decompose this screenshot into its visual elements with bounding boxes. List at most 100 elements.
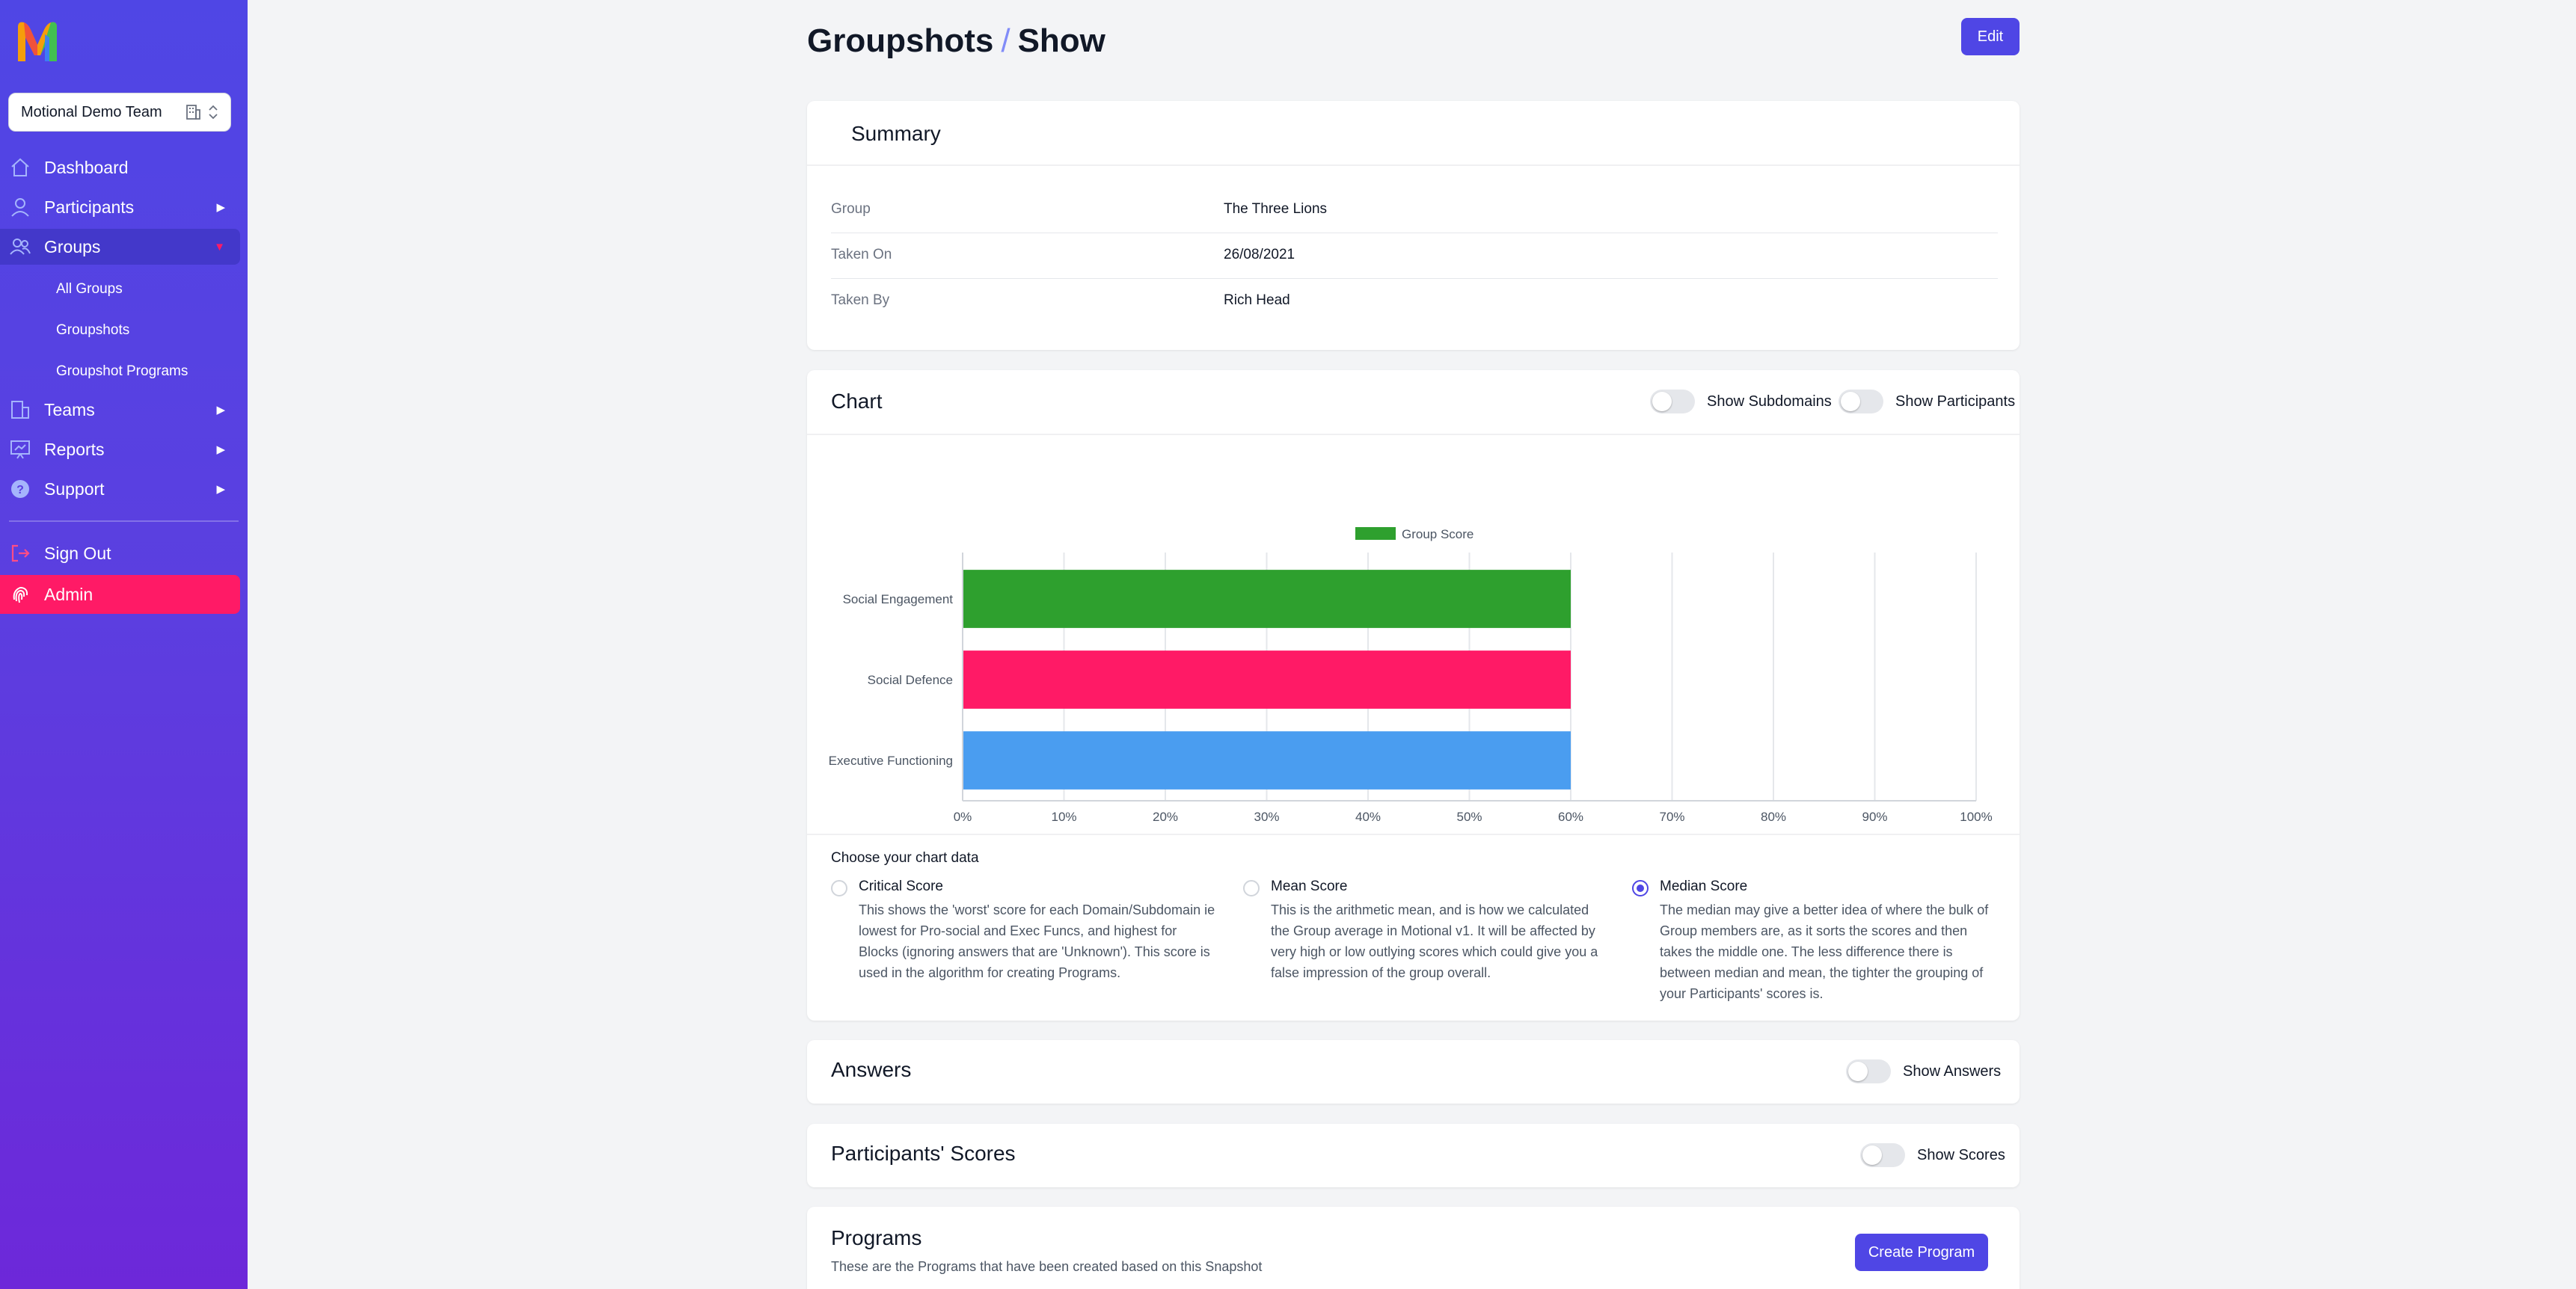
sidebar-item-groups[interactable]: Groups ▼ — [0, 229, 240, 265]
toggle-label: Show Participants — [1895, 393, 2016, 410]
toggle-label: Show Answers — [1903, 1062, 2002, 1080]
mean-score-radio[interactable] — [1243, 880, 1260, 896]
caret-right-icon: ▶ — [216, 483, 225, 496]
x-tick-label: 0% — [954, 810, 972, 824]
summary-value: 26/08/2021 — [1224, 247, 1295, 262]
chart-bar — [963, 731, 1571, 790]
sidebar-item-label: Admin — [44, 584, 93, 604]
y-category-label: Executive Functioning — [829, 754, 953, 768]
x-tick-label: 10% — [1051, 810, 1076, 824]
caret-down-icon: ▼ — [214, 240, 225, 253]
answers-card: Answers Show Answers — [807, 1040, 2020, 1104]
group-score-chart: 0% 10% 20% 30% 40% 50% 60% 70% 80% 90% 100% Group S… — [829, 527, 1993, 824]
sidebar-item-dashboard[interactable]: Dashboard — [0, 150, 240, 185]
sidebar-item-teams[interactable]: Teams ▶ — [0, 392, 240, 428]
participants-scores-title: Participants' Scores — [831, 1142, 1016, 1165]
toggle-switch[interactable] — [1846, 1059, 1891, 1083]
sidebar-item-label: Participants — [44, 197, 135, 217]
sidebar: Motional Demo Team Dashboard Participant… — [0, 0, 248, 1289]
svg-text:?: ? — [16, 484, 24, 496]
caret-right-icon: ▶ — [216, 201, 225, 214]
show-scores-toggle[interactable]: Show Scores — [1860, 1143, 2005, 1167]
x-tick-label: 100% — [1960, 810, 1992, 824]
caret-right-icon: ▶ — [216, 443, 225, 456]
sidebar-item-admin[interactable]: Admin — [0, 575, 240, 614]
chart-data-label: Choose your chart data — [831, 850, 979, 866]
edit-button[interactable]: Edit — [1961, 18, 2020, 55]
show-answers-toggle[interactable]: Show Answers — [1846, 1059, 2001, 1083]
sidebar-subitem-groupshots[interactable]: Groupshots — [56, 322, 130, 338]
sidebar-item-label: Sign Out — [44, 543, 111, 563]
home-icon — [11, 158, 29, 176]
building-icon — [186, 105, 200, 120]
x-tick-label: 40% — [1355, 810, 1381, 824]
chevron-up-down-icon — [209, 105, 218, 120]
question-circle-icon: ? — [11, 480, 29, 498]
chart-title: Chart — [831, 390, 883, 413]
toggle-knob — [1862, 1145, 1882, 1165]
summary-key: Taken By — [831, 292, 890, 308]
option-description: This is the arithmetic mean, and is how … — [1271, 902, 1598, 980]
participants-scores-card: Participants' Scores Show Scores — [807, 1124, 2020, 1187]
sidebar-subitem-groupshot-programs[interactable]: Groupshot Programs — [56, 363, 188, 379]
median-score-radio[interactable] — [1632, 880, 1649, 896]
option-description: This shows the 'worst' score for each Do… — [859, 902, 1215, 980]
option-title: Critical Score — [859, 879, 943, 894]
page-title: Groupshots / Show — [807, 22, 1105, 60]
legend-swatch — [1355, 527, 1396, 540]
summary-title: Summary — [851, 122, 941, 145]
sidebar-divider — [9, 520, 239, 522]
main-content: Groupshots / Show Edit Summary Group The T… — [248, 0, 2576, 1289]
motional-logo-icon[interactable] — [15, 19, 61, 64]
toggle-switch[interactable] — [1650, 390, 1695, 413]
chart-card: Chart Show Subdomains Show Participants … — [807, 370, 2020, 1021]
chart-bar — [963, 570, 1571, 628]
programs-card: Programs These are the Programs that hav… — [807, 1207, 2020, 1289]
summary-key: Group — [831, 201, 871, 217]
summary-divider — [807, 164, 2020, 166]
sidebar-subitem-all-groups[interactable]: All Groups — [56, 280, 123, 297]
sidebar-item-label: Reports — [44, 439, 105, 459]
x-tick-label: 60% — [1558, 810, 1583, 824]
chart-divider — [807, 434, 2020, 435]
sidebar-nav: Dashboard Participants ▶ Groups ▼ All Gr… — [0, 150, 248, 618]
caret-right-icon: ▶ — [216, 404, 225, 416]
toggle-label: Show Subdomains — [1707, 393, 1832, 410]
summary-row-taken-on: Taken On 26/08/2021 — [831, 233, 1998, 279]
toggle-switch[interactable] — [1839, 390, 1883, 413]
toggle-knob — [1848, 1062, 1868, 1081]
user-icon — [11, 198, 29, 217]
show-participants-toggle[interactable]: Show Participants — [1839, 390, 2015, 413]
sidebar-item-label: Groups — [44, 236, 101, 256]
building-icon — [11, 401, 29, 419]
summary-key: Taken On — [831, 247, 892, 262]
x-tick-label: 80% — [1761, 810, 1786, 824]
page-title-separator: / — [1001, 22, 1011, 59]
sidebar-item-support[interactable]: ? Support ▶ — [0, 471, 240, 507]
critical-score-radio[interactable] — [831, 880, 847, 896]
option-title: Mean Score — [1271, 879, 1348, 894]
summary-row-group: Group The Three Lions — [831, 188, 1998, 233]
summary-value: The Three Lions — [1224, 201, 1328, 217]
sidebar-item-label: Teams — [44, 399, 95, 419]
summary-row-taken-by: Taken By Rich Head — [831, 279, 1998, 324]
fingerprint-icon — [13, 586, 28, 603]
team-selector[interactable]: Motional Demo Team — [8, 93, 231, 132]
page-title-section: Groupshots — [807, 22, 994, 59]
x-tick-label: 20% — [1153, 810, 1178, 824]
toggle-switch[interactable] — [1860, 1143, 1905, 1167]
toggle-knob — [1652, 392, 1672, 411]
sidebar-item-sign-out[interactable]: Sign Out — [0, 535, 240, 571]
sidebar-item-reports[interactable]: Reports ▶ — [0, 431, 240, 467]
sidebar-item-label: Support — [44, 479, 105, 499]
sidebar-item-participants[interactable]: Participants ▶ — [0, 189, 240, 225]
legend-label: Group Score — [1402, 527, 1473, 541]
show-subdomains-toggle[interactable]: Show Subdomains — [1650, 390, 1832, 413]
chart-bar — [963, 650, 1571, 709]
x-tick-label: 50% — [1456, 810, 1482, 824]
sidebar-item-label: Dashboard — [44, 157, 129, 177]
create-program-button[interactable]: Create Program — [1855, 1234, 1988, 1271]
page-title-action: Show — [1017, 22, 1105, 59]
option-title: Median Score — [1660, 879, 1748, 894]
users-icon — [10, 239, 31, 255]
